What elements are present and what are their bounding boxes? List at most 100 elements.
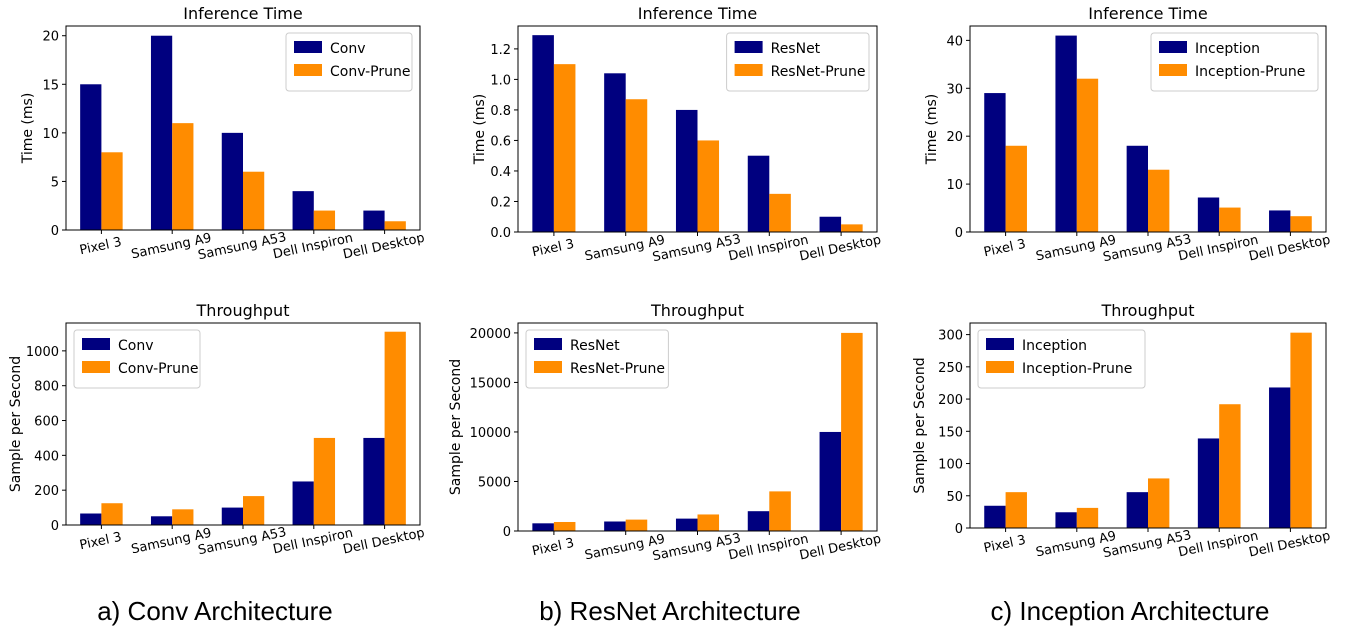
bar xyxy=(984,93,1006,233)
bar xyxy=(1197,438,1220,528)
legend-label: Inception xyxy=(1195,41,1260,57)
bar xyxy=(1005,492,1027,528)
bar xyxy=(984,505,1006,528)
bar xyxy=(604,521,626,531)
bar xyxy=(553,64,576,232)
bar xyxy=(1269,210,1291,232)
legend-label: ResNet xyxy=(771,41,821,57)
bar xyxy=(1197,197,1220,232)
bar xyxy=(1076,507,1099,528)
bar xyxy=(532,523,554,531)
y-tick-label: 0.8 xyxy=(490,104,511,119)
legend-label: Inception-Prune xyxy=(1022,361,1132,377)
y-tick-label: 0.4 xyxy=(490,165,511,180)
legend: ResNet ResNet-Prune xyxy=(726,32,870,92)
legend: Inception Inception-Prune xyxy=(977,329,1146,389)
chart-title: Throughput xyxy=(196,301,290,320)
y-tick-label: 10 xyxy=(946,178,963,193)
bar xyxy=(384,221,406,230)
bar xyxy=(363,210,385,230)
bar xyxy=(747,511,770,531)
bar xyxy=(243,171,265,230)
bar xyxy=(1005,145,1027,232)
bar xyxy=(1219,207,1241,232)
y-tick-label: 50 xyxy=(946,490,963,505)
bar xyxy=(532,35,554,233)
bar xyxy=(819,431,842,531)
bar xyxy=(697,514,720,531)
legend-swatch xyxy=(534,338,562,350)
legend-frame xyxy=(1150,32,1319,92)
y-tick-label: 150 xyxy=(938,425,963,440)
y-tick-label: 0.2 xyxy=(490,195,511,210)
legend-swatch xyxy=(534,361,562,373)
x-tick-label: Dell Desktop xyxy=(798,532,882,564)
bar xyxy=(150,35,173,230)
bar xyxy=(1219,404,1241,528)
legend-label: ResNet xyxy=(570,338,620,354)
y-tick-label: 5000 xyxy=(478,475,511,490)
bar xyxy=(553,521,576,531)
bar xyxy=(292,191,314,230)
legend-swatch xyxy=(986,361,1014,373)
y-tick-label: 0.0 xyxy=(490,226,511,241)
x-tick-label: Pixel 3 xyxy=(531,237,576,261)
bar xyxy=(1055,35,1077,233)
y-tick-label: 0.6 xyxy=(490,134,511,149)
bar xyxy=(101,152,123,230)
legend: ResNet ResNet-Prune xyxy=(525,329,669,389)
x-tick-label: Dell Desktop xyxy=(342,231,426,263)
bar xyxy=(841,224,863,232)
legend: Conv Conv-Prune xyxy=(73,329,201,389)
bar xyxy=(604,73,626,232)
legend-swatch xyxy=(82,338,110,350)
x-tick-label: Dell Desktop xyxy=(1248,529,1332,561)
bar xyxy=(1290,332,1312,528)
x-tick-label: Pixel 3 xyxy=(531,536,576,560)
legend-frame xyxy=(977,329,1146,389)
bar xyxy=(625,519,648,531)
chart-title: Inference Time xyxy=(638,4,757,23)
y-tick-label: 5 xyxy=(51,175,59,190)
legend-label: ResNet-Prune xyxy=(771,64,866,80)
y-tick-label: 1.0 xyxy=(490,73,511,88)
bar xyxy=(172,123,194,230)
chart-title: Inference Time xyxy=(183,4,302,23)
caption-a: a) Conv Architecture xyxy=(97,596,333,626)
y-tick-label: 15000 xyxy=(470,376,511,391)
y-axis-label: Time (ms) xyxy=(472,94,488,166)
x-tick-label: Dell Desktop xyxy=(1248,233,1332,265)
bar xyxy=(221,132,243,230)
y-tick-label: 30 xyxy=(946,82,963,97)
y-tick-label: 0 xyxy=(51,224,59,239)
legend-label: Inception xyxy=(1022,338,1087,354)
y-axis-label: Sample per Second xyxy=(448,359,464,495)
y-tick-label: 0 xyxy=(51,519,59,534)
bar xyxy=(1076,78,1099,232)
y-axis-label: Time (ms) xyxy=(20,93,36,165)
bar xyxy=(80,513,102,525)
legend-label: Conv xyxy=(118,338,154,354)
bar xyxy=(150,516,173,525)
y-axis-label: Sample per Second xyxy=(912,357,928,493)
bar xyxy=(697,140,720,232)
legend-swatch xyxy=(82,361,110,373)
bar xyxy=(363,437,385,525)
legend-swatch xyxy=(294,64,322,76)
legend-swatch xyxy=(294,41,322,53)
y-tick-label: 15 xyxy=(42,78,59,93)
bar xyxy=(769,491,791,531)
y-tick-label: 800 xyxy=(34,380,59,395)
bar xyxy=(80,84,102,231)
legend: Conv Conv-Prune xyxy=(285,32,413,92)
legend-swatch xyxy=(1159,64,1187,76)
y-tick-label: 0 xyxy=(955,522,963,537)
x-tick-label: Dell Desktop xyxy=(798,233,882,265)
legend-swatch xyxy=(986,338,1014,350)
legend-swatch xyxy=(734,64,763,76)
bar xyxy=(1269,387,1291,528)
legend-swatch xyxy=(734,41,763,53)
